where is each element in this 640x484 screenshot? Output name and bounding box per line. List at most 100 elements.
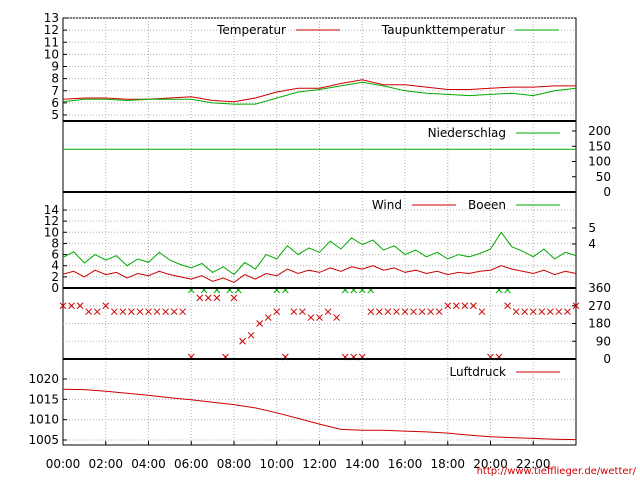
ytick-label: 1005 (28, 433, 59, 447)
ytick-label: 1015 (28, 392, 59, 406)
ytick-label: 12 (44, 23, 59, 37)
ytick-label: 2 (51, 270, 59, 284)
data-point (256, 320, 264, 327)
data-point (59, 302, 67, 310)
data-point (529, 308, 537, 316)
xtick-label: 06:00 (174, 457, 209, 471)
data-point (572, 302, 580, 310)
data-point (410, 308, 417, 316)
source-url: http://www.tiefflieger.de/wetter/ (477, 466, 637, 477)
ytick-label-right: 180 (588, 317, 611, 331)
ytick-label: 14 (44, 203, 59, 217)
data-point (324, 308, 332, 316)
ytick-label-right: 0 (603, 185, 611, 199)
data-point (470, 302, 477, 310)
ytick-label: 6 (51, 248, 59, 262)
data-point (170, 308, 178, 316)
xtick-label: 22:00 (516, 457, 551, 471)
data-point (555, 308, 563, 316)
data-point (316, 314, 323, 321)
xtick-label: 12:00 (302, 457, 337, 471)
data-point (444, 302, 452, 310)
ytick-label: 1020 (28, 372, 59, 386)
xtick-label: 18:00 (430, 457, 465, 471)
legend-label: Wind (372, 198, 402, 212)
x-axis: 00:00 02:00 04:00 06:00 08:00 10:00 12:00 14:00… (46, 441, 551, 471)
legend-label: Boeen (468, 198, 506, 212)
ytick-label: 6 (51, 96, 59, 110)
data-point (401, 308, 409, 316)
data-point (435, 308, 443, 316)
data-point (213, 294, 221, 302)
data-point (247, 331, 255, 339)
ytick-label-right: 5 (588, 221, 596, 235)
data-point (119, 308, 127, 316)
ytick-label-right: 90 (596, 334, 611, 348)
data-point (564, 308, 571, 316)
ytick-label: 13 (44, 11, 59, 25)
ytick-label: 4 (51, 259, 59, 273)
ytick-label-right: 100 (588, 155, 611, 169)
data-point (299, 308, 306, 316)
ytick-label-right: 4 (588, 237, 596, 251)
data-point (239, 337, 246, 345)
data-point (367, 308, 375, 316)
data-point (375, 308, 383, 316)
data-point (76, 302, 84, 310)
ytick-label-right: 150 (588, 139, 611, 153)
data-point (452, 302, 460, 310)
data-point (110, 308, 118, 316)
data-point (196, 294, 204, 302)
data-point (230, 294, 238, 302)
xtick-label: 20:00 (473, 457, 508, 471)
data-point (179, 308, 187, 316)
data-point (333, 314, 340, 321)
data-point (68, 302, 75, 310)
legend-label: Temperatur (216, 23, 286, 37)
series-line-Luftdruck (62, 388, 577, 441)
ytick-label-right: 0 (603, 352, 611, 366)
ytick-label: 11 (44, 35, 59, 49)
series-line-Taupunkttemperatur (62, 81, 577, 105)
data-point (307, 314, 315, 321)
data-point (128, 308, 135, 316)
xtick-label: 02:00 (88, 457, 123, 471)
series-line-Wind (62, 265, 577, 283)
data-point (512, 308, 520, 316)
xtick-label: 16:00 (388, 457, 423, 471)
data-point (418, 308, 426, 316)
data-point (162, 308, 169, 316)
ytick-label: 8 (51, 236, 59, 250)
data-point (384, 308, 392, 316)
data-point (273, 308, 281, 316)
panel-pressure: 1005 1010 1015 1020 Luftdruck (28, 358, 577, 447)
xtick-label: 00:00 (46, 457, 81, 471)
ytick-label: 8 (51, 72, 59, 86)
data-point (102, 302, 110, 310)
ytick-label: 10 (44, 47, 59, 61)
data-point (93, 308, 101, 316)
legend-label: Niederschlag (428, 126, 506, 140)
data-point (504, 302, 511, 310)
data-point (461, 302, 469, 310)
data-point (538, 308, 546, 316)
ytick-label-right: 200 (588, 124, 611, 138)
data-point (427, 308, 435, 316)
data-point (204, 294, 212, 302)
ytick-label: 0 (51, 281, 59, 295)
data-point (546, 308, 554, 316)
ytick-label: 5 (51, 108, 59, 122)
ytick-label: 7 (51, 84, 59, 98)
ytick-label-right: 270 (588, 299, 611, 313)
ytick-label: 12 (44, 214, 59, 228)
data-point (393, 308, 400, 316)
data-point (145, 308, 152, 316)
ytick-label-right: 360 (588, 281, 611, 295)
ytick-label: 9 (51, 60, 59, 74)
data-point (521, 308, 529, 316)
data-point (136, 308, 144, 316)
data-point (85, 308, 93, 316)
